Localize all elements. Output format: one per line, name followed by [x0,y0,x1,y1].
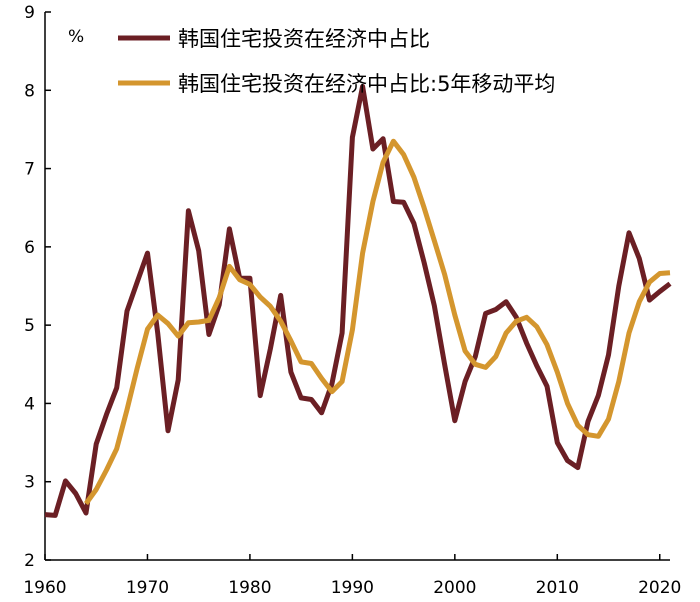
x-tick-label: 1990 [331,578,374,598]
x-tick-label: 1960 [23,578,66,598]
y-tick-label: 8 [24,81,35,101]
legend-label-moving-average: 韩国住宅投资在经济中占比:5年移动平均 [178,72,555,96]
axes [44,12,670,561]
y-unit-label: % [68,27,84,47]
y-ticks: 2 3 4 5 6 7 8 9 [24,3,51,571]
y-tick-label: 2 [24,551,35,571]
y-tick-label: 9 [24,3,35,23]
y-tick-label: 5 [24,316,35,336]
legend-item-moving-average: 韩国住宅投资在经济中占比:5年移动平均 [118,72,555,96]
x-tick-label: 2000 [433,578,476,598]
legend-label-raw: 韩国住宅投资在经济中占比 [178,27,430,51]
legend: 韩国住宅投资在经济中占比 韩国住宅投资在经济中占比:5年移动平均 [118,27,555,96]
y-tick-label: 3 [24,473,35,493]
x-tick-label: 1980 [228,578,271,598]
series-layer [44,83,672,518]
x-ticks: 1960 1970 1980 1990 2000 2010 2020 [23,554,681,598]
x-tick-label: 2020 [638,578,681,598]
series-line-raw [44,83,672,518]
y-tick-label: 6 [24,238,35,258]
x-tick-label: 2010 [536,578,579,598]
y-tick-label: 7 [24,160,35,180]
legend-item-raw: 韩国住宅投资在经济中占比 [118,27,430,51]
x-tick-label: 1970 [126,578,169,598]
series-line-moving-average [83,138,671,506]
y-tick-label: 4 [24,394,35,414]
